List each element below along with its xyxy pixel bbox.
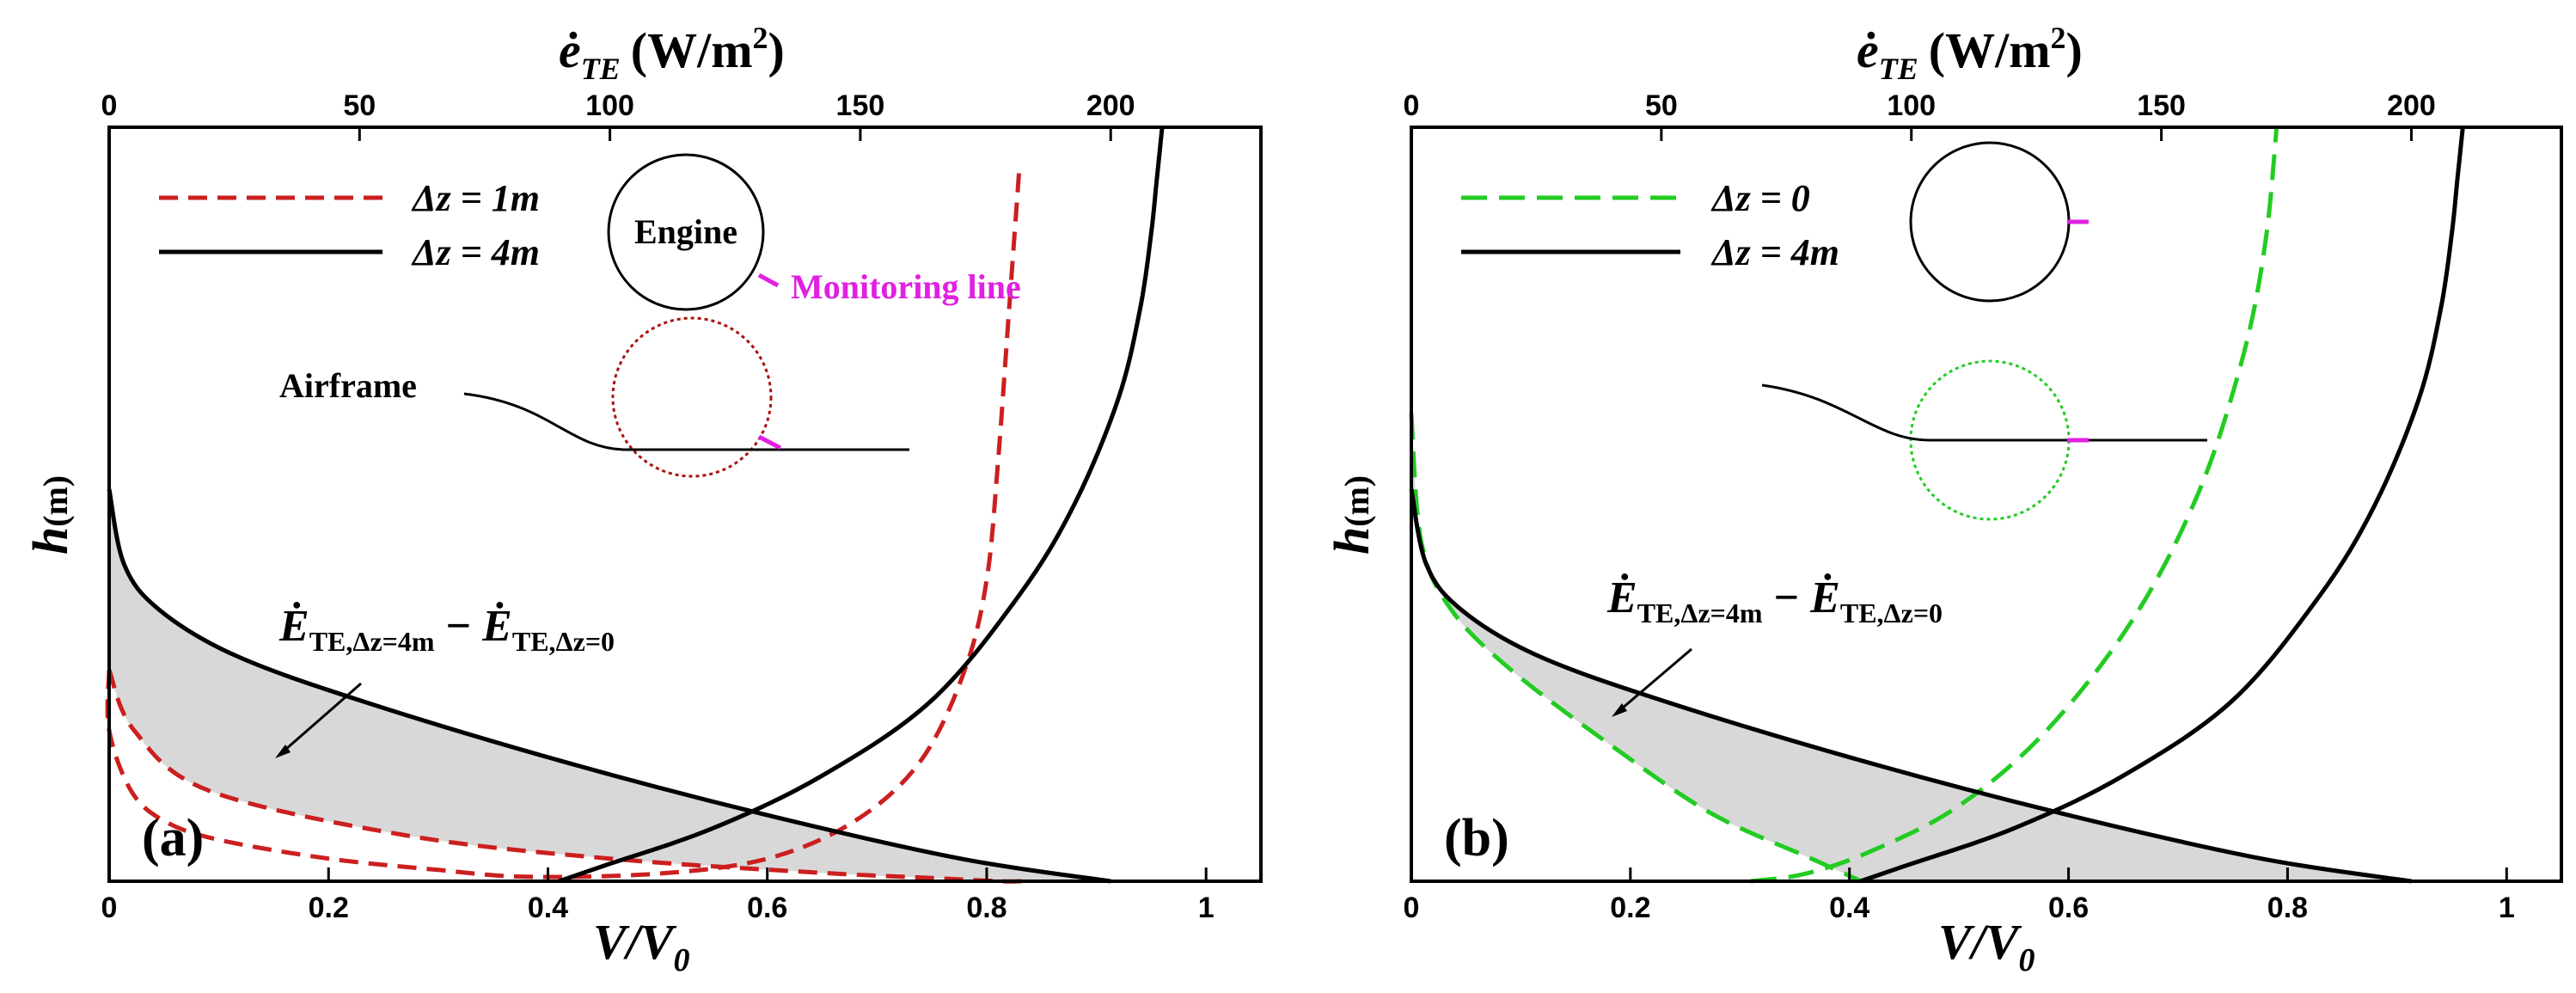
x-bottom-tick-label: 0.6 xyxy=(2048,892,2089,924)
annotation-difference-a: ĖTE,Δz=4m − ĖTE,Δz=0 xyxy=(278,601,615,657)
shaded-region-b xyxy=(1411,414,2412,881)
x-bottom-tick-label: 0 xyxy=(101,892,118,924)
x-bottom-label-b: V/V0 xyxy=(1938,914,2035,978)
engine-circle-b xyxy=(1909,141,2071,303)
annotation-arrow-b xyxy=(1615,647,1692,715)
x-bottom-label-a: V/V0 xyxy=(593,914,690,978)
y-label-a: h(m) xyxy=(22,475,78,555)
curve-dz4-velocity-b xyxy=(1859,126,2465,884)
engine-label: Engine xyxy=(634,212,737,251)
x-top-tick-label: 50 xyxy=(1645,89,1678,122)
engine-dotted-circle-a xyxy=(611,316,773,478)
x-top-label-b: ėTE (W/m2) xyxy=(1857,21,2083,86)
curve-dz1-velocity xyxy=(105,164,1022,880)
plot-frame-b xyxy=(1410,126,2563,883)
curve-dz4-energy-flux-b xyxy=(1409,488,2412,884)
x-bottom-tick-label: 1 xyxy=(1198,892,1215,924)
panel-tag-a: (a) xyxy=(142,809,204,867)
x-bottom-tick-label: 0.4 xyxy=(528,892,568,924)
top-axis-ticks-b: 0 50 100 150 200 xyxy=(1404,89,2436,141)
airframe-line-a xyxy=(463,392,909,451)
airframe-line-b xyxy=(1761,383,2207,442)
plot-frame-a xyxy=(107,126,1263,883)
curve-dz0-velocity xyxy=(1750,126,2279,884)
panel-b: 0 0.2 0.4 0.6 0.8 1 0 50 100 150 200 V/V0 ėTE (W/m… xyxy=(1324,21,2563,978)
y-label-b: h(m) xyxy=(1324,475,1380,555)
airframe-label: Airframe xyxy=(279,366,417,405)
x-bottom-tick-label: 0.4 xyxy=(1829,892,1869,924)
panel-tag-b: (b) xyxy=(1444,809,1509,867)
annotation-difference-b: ĖTE,Δz=4m − ĖTE,Δz=0 xyxy=(1606,573,1943,628)
x-top-tick-label: 200 xyxy=(1086,89,1135,122)
shaded-region-a xyxy=(109,489,1111,882)
monitoring-line-label: Monitoring line xyxy=(791,267,1021,306)
x-bottom-tick-label: 0.2 xyxy=(309,892,349,924)
monitoring-line-marker-a xyxy=(757,273,780,288)
curve-dz4-energy-flux xyxy=(107,488,1111,884)
x-top-tick-label: 100 xyxy=(1887,89,1936,122)
x-top-label-a: ėTE (W/m2) xyxy=(559,21,785,86)
x-bottom-tick-label: 0.8 xyxy=(2267,892,2308,924)
x-bottom-tick-label: 0 xyxy=(1404,892,1420,924)
legend-label-dz1: Δz = 1m xyxy=(411,177,540,219)
legend-label-dz4-b: Δz = 4m xyxy=(1710,231,1839,273)
curve-dz4-velocity xyxy=(558,126,1165,884)
legend-label-dz4: Δz = 4m xyxy=(411,231,540,273)
x-top-tick-label: 200 xyxy=(2387,89,2436,122)
x-top-tick-label: 150 xyxy=(836,89,885,122)
panel-a: 0 0.2 0.4 0.6 0.8 1 0 50 100 150 200 V/V0 ėTE (W/m… xyxy=(22,21,1263,978)
annotation-arrowhead-b xyxy=(1612,703,1627,717)
x-top-tick-label: 150 xyxy=(2137,89,2186,122)
x-bottom-tick-label: 0.8 xyxy=(966,892,1007,924)
legend-label-dz0: Δz = 0 xyxy=(1710,177,1810,219)
annotation-arrow-a xyxy=(278,682,362,757)
bottom-axis-ticks-b: 0 0.2 0.4 0.6 0.8 1 xyxy=(1404,867,2515,924)
x-bottom-tick-label: 0.2 xyxy=(1610,892,1650,924)
x-top-tick-label: 50 xyxy=(343,89,376,122)
x-bottom-tick-label: 0.6 xyxy=(747,892,787,924)
x-top-tick-label: 0 xyxy=(1404,89,1420,122)
x-top-tick-label: 100 xyxy=(585,89,634,122)
x-top-tick-label: 0 xyxy=(101,89,118,122)
x-bottom-tick-label: 1 xyxy=(2499,892,2515,924)
bottom-axis-ticks-a: 0 0.2 0.4 0.6 0.8 1 xyxy=(101,867,1215,924)
monitoring-line-marker-a2 xyxy=(757,434,782,451)
engine-circle-a xyxy=(607,153,765,311)
top-axis-ticks-a: 0 50 100 150 200 xyxy=(101,89,1135,141)
annotation-arrowhead-a xyxy=(275,745,291,758)
